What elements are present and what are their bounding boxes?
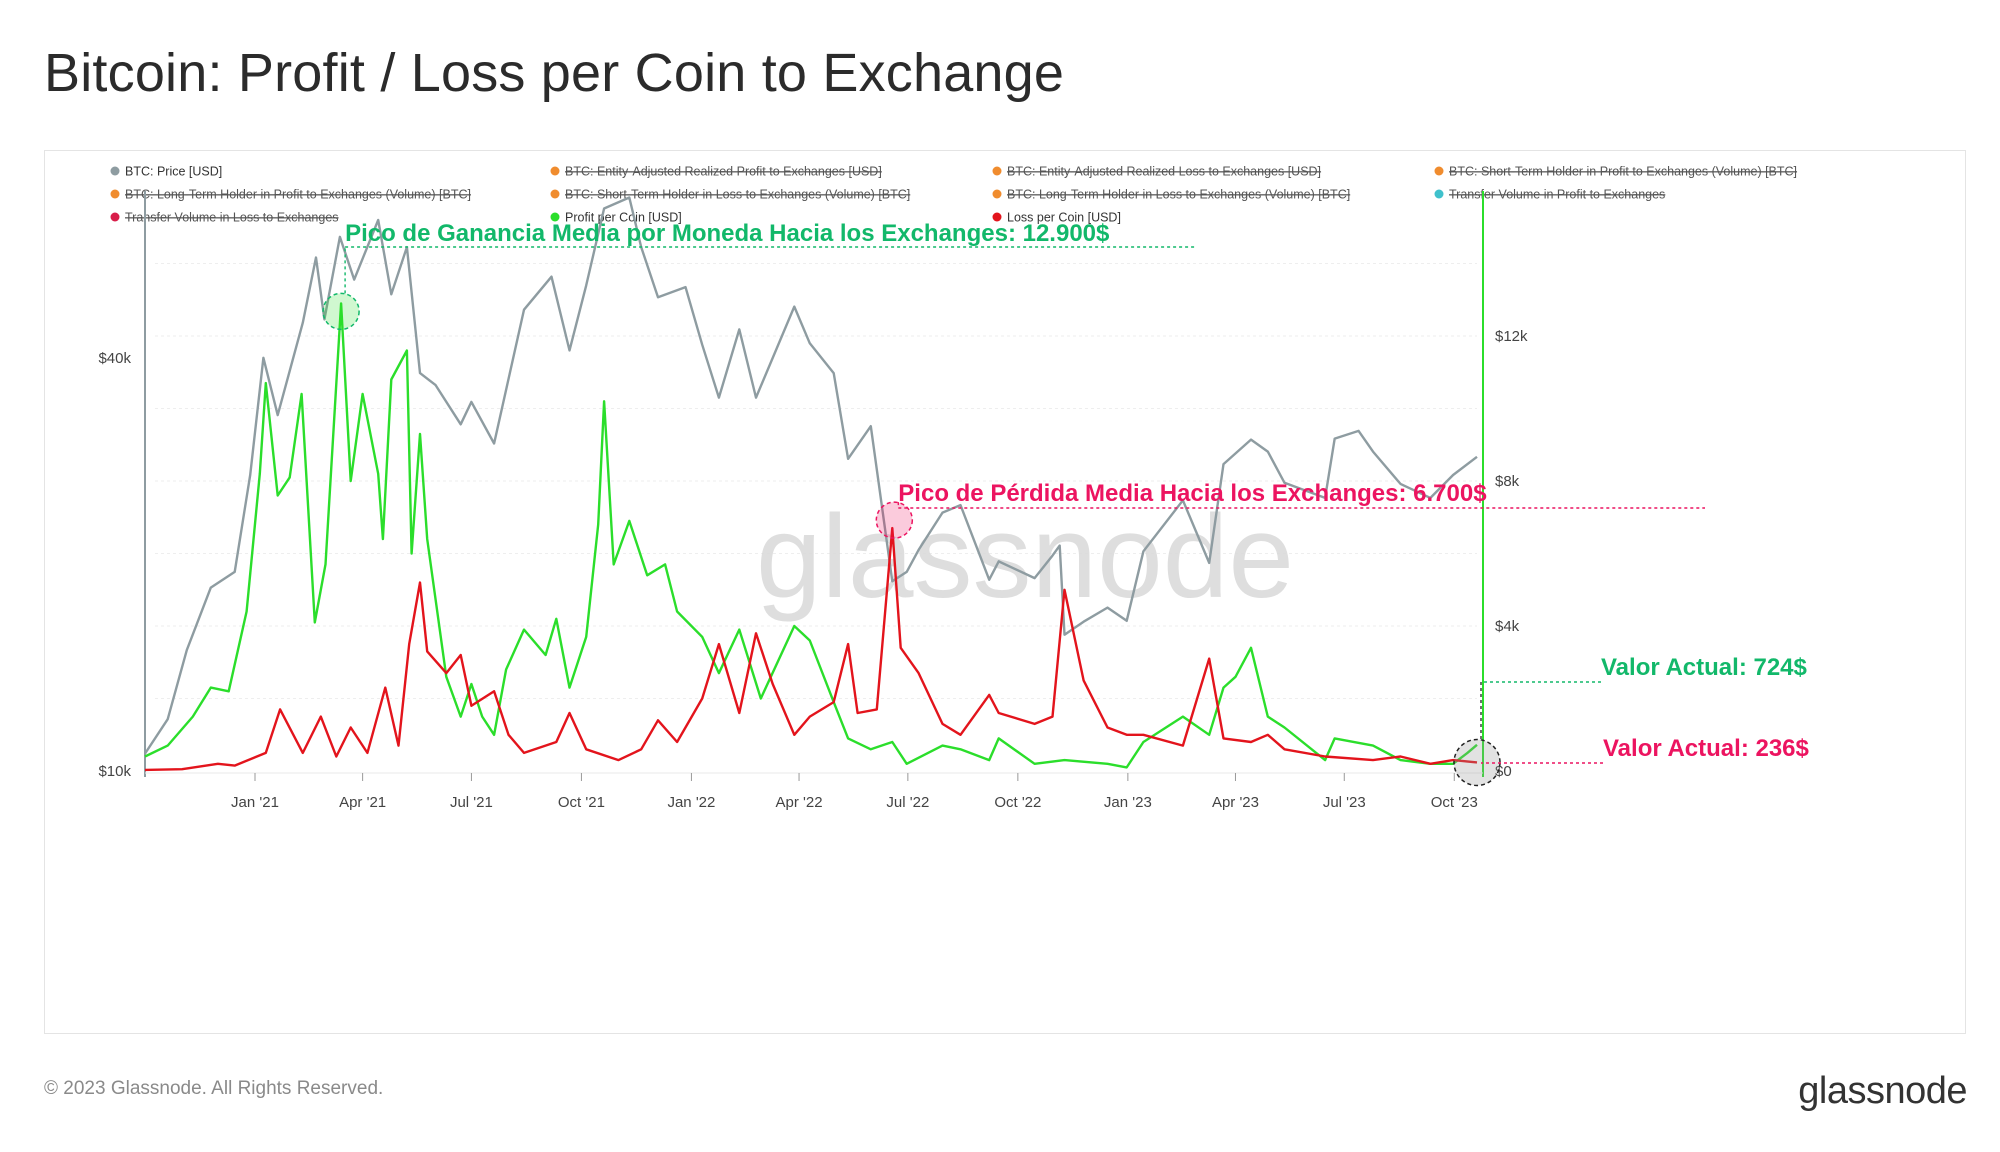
x-tick-label: Apr '22 bbox=[776, 794, 823, 811]
x-tick-label: Oct '22 bbox=[994, 794, 1041, 811]
series-layer bbox=[143, 196, 1478, 772]
x-tick-label: Jul '22 bbox=[886, 794, 929, 811]
chart-svg: glassnode BTC: Price [USD] BTC: Entity-Ad… bbox=[98, 165, 1810, 812]
x-tick-label: Jan '22 bbox=[667, 794, 715, 811]
annotations: Pico de Ganancia Media por Moneda Hacia … bbox=[322, 220, 1810, 787]
loss-current-label: Valor Actual: 236$ bbox=[1603, 735, 1810, 762]
chart-panel: glassnode BTC: Price [USD] BTC: Entity-Ad… bbox=[44, 150, 1966, 1034]
x-tick-label: Apr '21 bbox=[339, 794, 386, 811]
legend-marker bbox=[992, 212, 1002, 222]
profit-peak-label: Pico de Ganancia Media por Moneda Hacia … bbox=[345, 220, 1110, 247]
loss-peak-label: Pico de Pérdida Media Hacia los Exchange… bbox=[898, 480, 1487, 507]
legend-label: Loss per Coin [USD] bbox=[1007, 211, 1121, 225]
legend-marker bbox=[550, 189, 560, 199]
legend-marker bbox=[550, 166, 560, 176]
legend-label: Transfer Volume in Loss to Exchanges bbox=[125, 211, 339, 225]
legend-label: BTC: Entity-Adjusted Realized Loss to Ex… bbox=[1007, 165, 1321, 179]
x-tick-label: Jul '21 bbox=[450, 794, 493, 811]
profit-current-label: Valor Actual: 724$ bbox=[1601, 654, 1808, 681]
legend-marker bbox=[550, 212, 560, 222]
legend-marker bbox=[1434, 166, 1444, 176]
loss-per-coin-usd-line bbox=[144, 526, 1478, 772]
y-left-tick-label: $10k bbox=[98, 763, 131, 780]
legend-label: BTC: Entity-Adjusted Realized Profit to … bbox=[565, 165, 882, 179]
legend-label: BTC: Long-Term Holder in Profit to Excha… bbox=[125, 188, 471, 202]
btc-price-usd-line bbox=[143, 196, 1478, 755]
legend-label: Profit per Coin [USD] bbox=[565, 211, 682, 225]
grid-lines bbox=[155, 263, 1477, 699]
axes: Jan '21 Apr '21 Jul '21 Oct '21 Jan '22 Apr '… bbox=[98, 191, 1528, 811]
legend-marker bbox=[992, 166, 1002, 176]
watermark: glassnode bbox=[756, 491, 1294, 623]
profit-peak-marker bbox=[322, 292, 360, 331]
y-right-tick-label: $4k bbox=[1495, 618, 1520, 635]
copyright-text: © 2023 Glassnode. All Rights Reserved. bbox=[44, 1078, 384, 1099]
loss-peak-marker bbox=[875, 501, 914, 539]
x-tick-label: Jan '21 bbox=[231, 794, 279, 811]
glassnode-logo: glassnode bbox=[1798, 1070, 1967, 1112]
legend-label: BTC: Short-Term Holder in Profit to Exch… bbox=[1449, 165, 1797, 179]
x-tick-label: Jul '23 bbox=[1323, 794, 1366, 811]
legend-marker bbox=[1434, 189, 1444, 199]
x-tick-label: Oct '21 bbox=[558, 794, 605, 811]
legend-label: BTC: Price [USD] bbox=[125, 165, 222, 179]
legend-marker bbox=[992, 189, 1002, 199]
x-tick-label: Apr '23 bbox=[1212, 794, 1259, 811]
legend-label: BTC: Long-Term Holder in Loss to Exchang… bbox=[1007, 188, 1350, 202]
legend-marker bbox=[110, 166, 120, 176]
legend-label: Transfer Volume in Profit to Exchanges bbox=[1449, 188, 1665, 202]
profit-per-coin-usd-line bbox=[144, 302, 1478, 769]
y-left-tick-label: $40k bbox=[98, 350, 131, 367]
legend-marker bbox=[110, 212, 120, 222]
legend-marker bbox=[110, 189, 120, 199]
x-tick-label: Oct '23 bbox=[1431, 794, 1478, 811]
y-right-tick-label: $12k bbox=[1495, 328, 1528, 345]
page-title: Bitcoin: Profit / Loss per Coin to Excha… bbox=[44, 43, 1065, 103]
y-right-tick-label: $8k bbox=[1495, 473, 1520, 490]
legend-label: BTC: Short-Term Holder in Loss to Exchan… bbox=[565, 188, 910, 202]
legend: BTC: Price [USD] BTC: Entity-Adjusted Rea… bbox=[110, 165, 1797, 225]
x-tick-label: Jan '23 bbox=[1104, 794, 1152, 811]
y-right-tick-label: $0 bbox=[1495, 763, 1512, 780]
